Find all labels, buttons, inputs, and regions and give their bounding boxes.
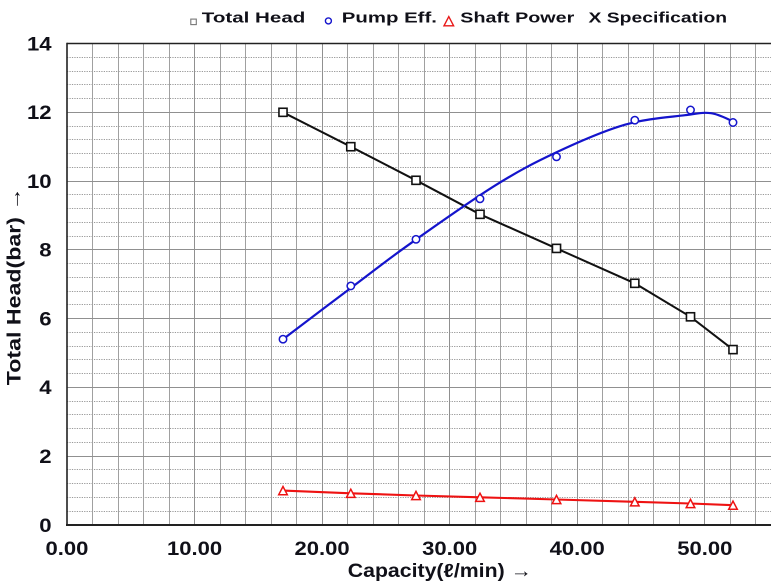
svg-text:8: 8 — [39, 240, 51, 261]
svg-text:Capacity(ℓ/min) →: Capacity(ℓ/min) → — [348, 561, 532, 582]
svg-text:14: 14 — [27, 34, 52, 55]
svg-text:0: 0 — [39, 515, 51, 536]
svg-text:2: 2 — [39, 446, 51, 467]
svg-text:10.00: 10.00 — [167, 538, 222, 559]
svg-text:Total Head: Total Head — [202, 9, 306, 26]
svg-text:6: 6 — [39, 309, 51, 330]
svg-text:12: 12 — [27, 103, 52, 124]
svg-text:Shaft Power: Shaft Power — [460, 9, 574, 26]
svg-text:30.00: 30.00 — [422, 538, 477, 559]
svg-text:50.00: 50.00 — [677, 538, 732, 559]
svg-text:20.00: 20.00 — [295, 538, 350, 559]
svg-text:X Specification: X Specification — [589, 8, 728, 25]
svg-text:Pump Eff.: Pump Eff. — [342, 9, 437, 26]
svg-text:Total Head(bar) →: Total Head(bar) → — [4, 187, 25, 385]
svg-text:0.00: 0.00 — [46, 538, 89, 559]
svg-text:10: 10 — [27, 171, 52, 192]
svg-text:40.00: 40.00 — [550, 538, 605, 559]
svg-text:4: 4 — [39, 378, 52, 399]
